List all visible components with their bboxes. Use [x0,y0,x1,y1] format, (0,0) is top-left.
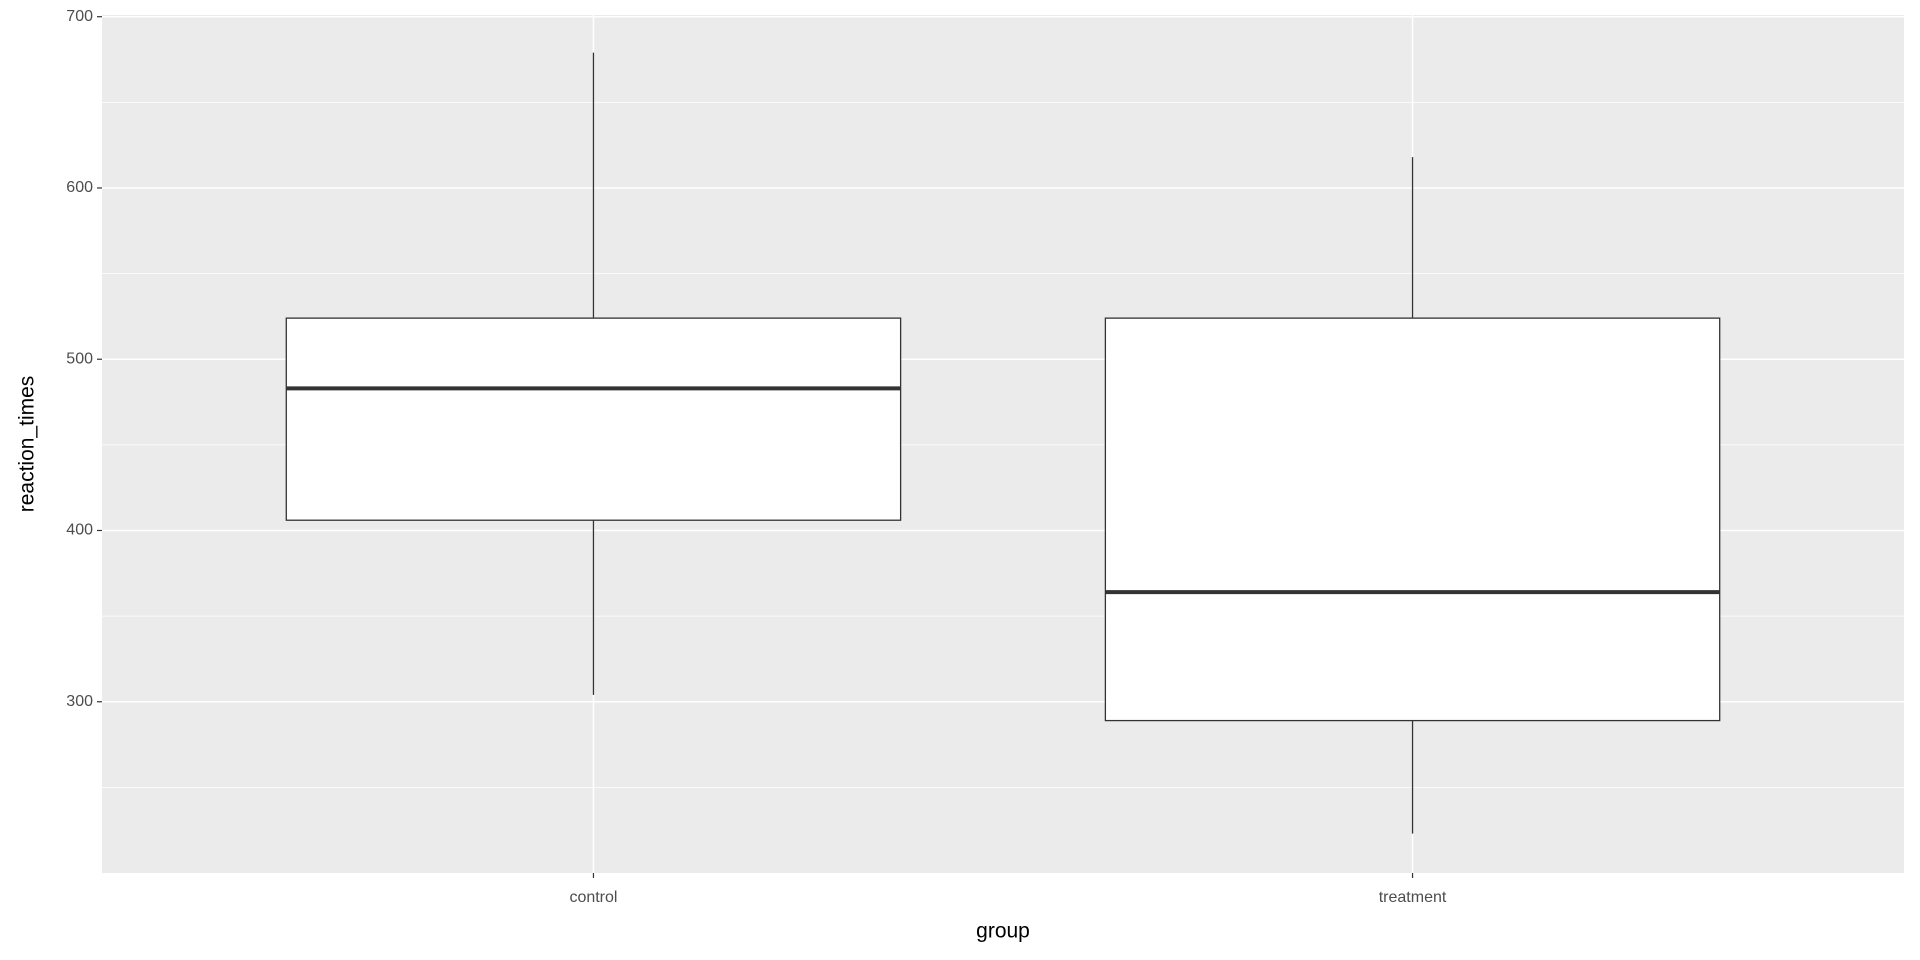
x-tick-label: treatment [1379,889,1447,906]
x-tick-label: control [569,889,617,906]
y-tick-label: 400 [66,522,93,539]
y-tick-label: 600 [66,179,93,196]
plot-layer: 300 400 500 600 700 control treatment [66,8,1904,906]
box [285,317,902,521]
y-tick-label: 300 [66,693,93,710]
y-axis-title: reaction_times [16,376,39,513]
box [1104,317,1721,722]
y-tick-label: 700 [66,8,93,25]
y-tick-label: 500 [66,350,93,367]
x-axis-title: group [976,920,1030,943]
